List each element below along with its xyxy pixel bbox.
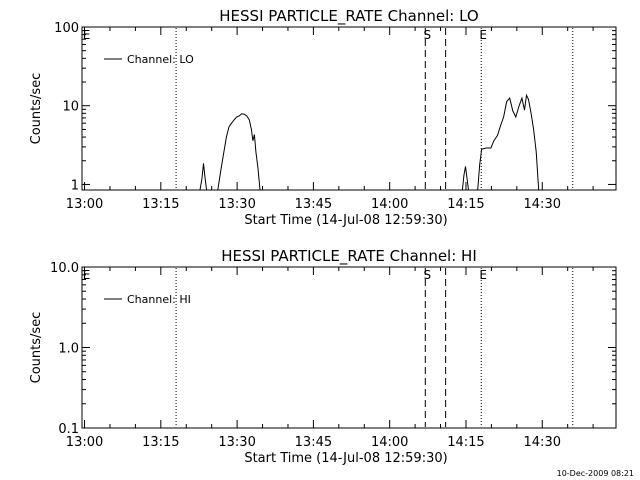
x-tick-label: 14:00 — [371, 197, 408, 212]
legend-label: Channel: LO — [127, 53, 194, 66]
y-tick-label: 10 — [62, 100, 79, 115]
plot-frame — [81, 266, 617, 429]
x-tick-label: 13:00 — [66, 197, 103, 212]
y-tick-label: 1 — [71, 178, 79, 193]
x-tick-label: 14:15 — [447, 435, 484, 450]
marker-label: E — [83, 28, 91, 42]
marker-label: S — [423, 28, 431, 42]
series-line — [199, 163, 208, 191]
chart-panel-hi: HESSI PARTICLE_RATE Channel: HI 13:00 13:1… — [29, 247, 617, 466]
x-axis-label: Start Time (14-Jul-08 12:59:30) — [244, 451, 447, 466]
y-tick-label: 10.0 — [50, 261, 79, 276]
x-tick-label: 13:15 — [142, 435, 179, 450]
x-axis-label: Start Time (14-Jul-08 12:59:30) — [244, 213, 447, 228]
marker-label: S — [423, 268, 431, 282]
x-tick-label: 14:15 — [447, 197, 484, 212]
x-tick-label: 14:30 — [524, 435, 561, 450]
y-tick-label: 1.0 — [58, 342, 79, 357]
x-tick-label: 13:30 — [218, 435, 255, 450]
legend-label: Channel: HI — [127, 293, 191, 306]
marker-label: E — [83, 268, 91, 282]
marker-label: E — [479, 268, 487, 282]
y-axis-label: Counts/sec — [29, 312, 44, 384]
series-line — [461, 166, 469, 191]
chart-title: HESSI PARTICLE_RATE Channel: LO — [219, 7, 478, 26]
footer-timestamp: 10-Dec-2009 08:21 — [557, 469, 634, 478]
x-tick-label: 13:15 — [142, 197, 179, 212]
y-tick-label: 0.1 — [58, 422, 79, 437]
y-axis-label: Counts/sec — [29, 73, 44, 145]
series-line — [477, 93, 540, 191]
chart-title: HESSI PARTICLE_RATE Channel: HI — [221, 247, 477, 266]
x-tick-label: 13:45 — [295, 197, 332, 212]
marker-label: E — [479, 28, 487, 42]
x-tick-label: 13:30 — [218, 197, 255, 212]
series-line — [217, 113, 261, 191]
y-tick-label: 100 — [54, 21, 79, 36]
x-tick-label: 14:30 — [524, 197, 561, 212]
plot-frame — [81, 26, 617, 191]
x-tick-label: 14:00 — [371, 435, 408, 450]
chart-panel-lo: HESSI PARTICLE_RATE Channel: LO 13:00 13:1… — [29, 7, 617, 228]
x-tick-label: 13:00 — [66, 435, 103, 450]
x-tick-label: 13:45 — [295, 435, 332, 450]
